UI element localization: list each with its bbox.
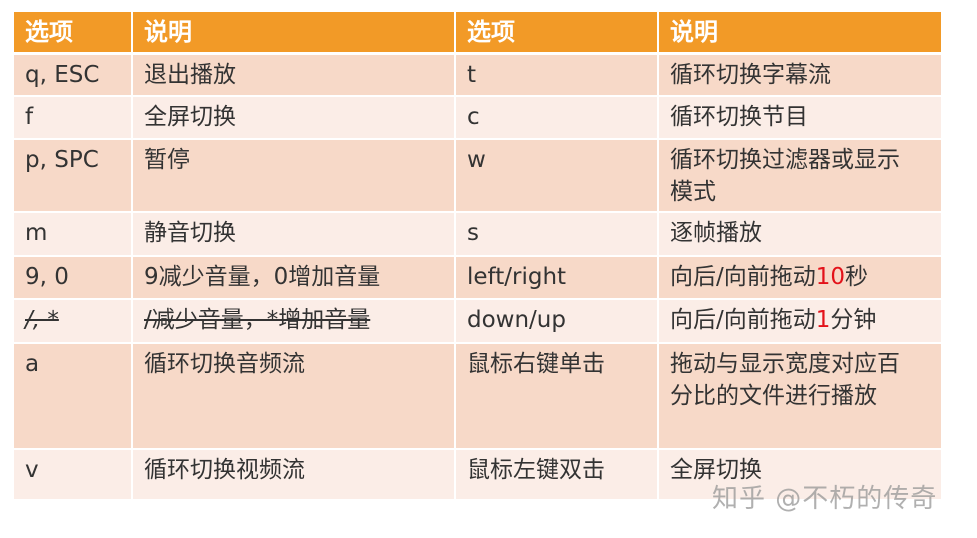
option-cell: 鼠标右键单击 <box>454 341 658 449</box>
option-cell: 9, 0 <box>14 254 132 299</box>
table-row: p, SPC 暂停 w 循环切换过滤器或显示模式 <box>14 137 941 212</box>
option-cell: left/right <box>454 254 658 299</box>
option-cell: s <box>454 210 658 256</box>
option-cell: w <box>454 137 658 212</box>
header-desc-2: 说明 <box>657 12 941 54</box>
desc-cell: 暂停 <box>131 137 455 212</box>
desc-cell: 全屏切换 <box>131 94 455 139</box>
desc-cell: 向后/向前拖动10秒 <box>657 254 941 299</box>
table-row: 9, 0 9减少音量，0增加音量 left/right 向后/向前拖动10秒 <box>14 254 941 299</box>
desc-cell: 向后/向前拖动1分钟 <box>657 297 941 343</box>
option-cell: p, SPC <box>14 137 132 212</box>
option-cell: 鼠标左键双击 <box>454 447 658 499</box>
desc-text-post: 分钟 <box>830 306 877 333</box>
highlight-number: 1 <box>815 306 831 333</box>
option-cell: v <box>14 447 132 499</box>
option-cell: q, ESC <box>14 52 132 96</box>
desc-cell: 静音切换 <box>131 210 455 256</box>
desc-text-pre: 向后/向前拖动 <box>670 263 816 290</box>
option-cell: f <box>14 94 132 139</box>
desc-text: 全屏切换 <box>670 456 762 483</box>
header-option-2: 选项 <box>454 12 658 54</box>
option-cell: down/up <box>454 297 658 343</box>
option-cell-struck: /, * <box>14 297 132 343</box>
table-header-row: 选项 说明 选项 说明 <box>14 12 941 54</box>
option-cell: t <box>454 52 658 96</box>
desc-text: 逐帧播放 <box>670 219 762 246</box>
desc-cell: 退出播放 <box>131 52 455 96</box>
table-row: /, * /减少音量，*增加音量 down/up 向后/向前拖动1分钟 <box>14 297 941 343</box>
desc-text: 拖动与显示宽度对应百分比的文件进行播放 <box>670 350 900 409</box>
desc-cell: 拖动与显示宽度对应百分比的文件进行播放 <box>657 341 941 449</box>
desc-cell-struck: /减少音量，*增加音量 <box>131 297 455 343</box>
table-row: a 循环切换音频流 鼠标右键单击 拖动与显示宽度对应百分比的文件进行播放 <box>14 341 941 449</box>
desc-cell: 9减少音量，0增加音量 <box>131 254 455 299</box>
header-desc-1: 说明 <box>131 12 455 54</box>
desc-text: 循环切换节目 <box>670 103 808 130</box>
shortcut-table: 选项 说明 选项 说明 q, ESC 退出播放 t 循环切换字幕流 f 全屏切换… <box>14 12 941 499</box>
option-cell: a <box>14 341 132 449</box>
table-row: f 全屏切换 c 循环切换节目 <box>14 94 941 139</box>
desc-text-post: 秒 <box>845 263 869 290</box>
table-row: m 静音切换 s 逐帧播放 <box>14 210 941 256</box>
desc-cell: 循环切换视频流 <box>131 447 455 499</box>
desc-cell: 循环切换音频流 <box>131 341 455 449</box>
struck-text: /减少音量，*增加音量 <box>144 306 371 333</box>
option-cell: c <box>454 94 658 139</box>
desc-cell: 循环切换字幕流 <box>657 52 941 96</box>
watermark: 知乎 @不朽的传奇 <box>712 484 938 514</box>
table-row: q, ESC 退出播放 t 循环切换字幕流 <box>14 52 941 96</box>
table-row: v 循环切换视频流 鼠标左键双击 全屏切换 <box>14 447 941 499</box>
desc-text-pre: 向后/向前拖动 <box>670 306 816 333</box>
desc-text: 循环切换过滤器或显示模式 <box>670 146 900 205</box>
struck-text: /, * <box>25 306 59 333</box>
desc-cell: 逐帧播放 <box>657 210 941 256</box>
desc-cell: 全屏切换 <box>657 447 941 499</box>
header-option-1: 选项 <box>14 12 132 54</box>
highlight-number: 10 <box>815 263 846 290</box>
desc-cell: 循环切换过滤器或显示模式 <box>657 137 941 212</box>
desc-text: 循环切换字幕流 <box>670 62 831 88</box>
option-cell: m <box>14 210 132 256</box>
desc-text: 向后/向前拖动10秒 <box>670 261 912 293</box>
desc-cell: 循环切换节目 <box>657 94 941 139</box>
desc-text: 向后/向前拖动1分钟 <box>670 304 912 336</box>
